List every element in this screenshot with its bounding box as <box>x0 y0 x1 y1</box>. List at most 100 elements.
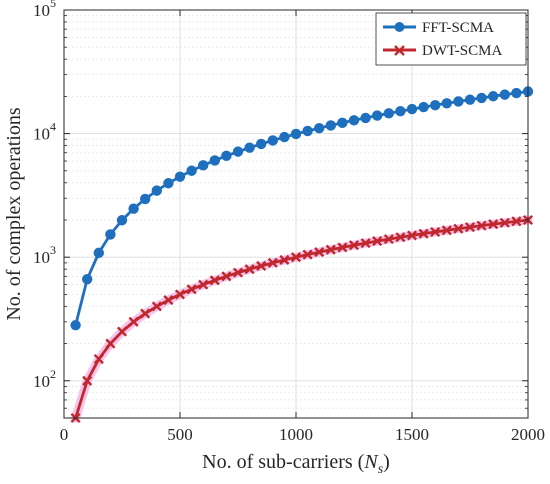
point-dwt-scma <box>279 254 290 265</box>
point-dwt-scma <box>372 236 383 247</box>
point-dwt-scma <box>93 353 104 365</box>
point-fft-scma <box>395 105 406 117</box>
legend-marker-fft-scma <box>394 22 405 32</box>
point-fft-scma <box>337 117 348 128</box>
point-fft-scma <box>116 215 128 226</box>
point-fft-scma <box>244 142 255 153</box>
legend-box <box>375 12 527 66</box>
point-dwt-scma <box>186 284 197 295</box>
point-dwt-scma <box>476 220 487 231</box>
point-fft-scma <box>70 319 81 331</box>
point-dwt-scma <box>314 247 325 258</box>
point-fft-scma <box>163 178 174 189</box>
point-dwt-scma <box>453 223 464 234</box>
y-axis-title: No. of complex operations <box>3 107 25 320</box>
point-dwt-scma <box>418 228 429 239</box>
point-dwt-scma <box>174 289 186 300</box>
point-fft-scma <box>325 120 336 131</box>
point-dwt-scma <box>441 225 452 236</box>
point-fft-scma <box>488 91 499 102</box>
point-fft-scma <box>383 108 394 119</box>
point-fft-scma <box>279 131 290 143</box>
point-dwt-scma <box>406 230 418 241</box>
grid <box>64 9 528 418</box>
point-dwt-scma <box>395 232 406 243</box>
point-dwt-scma <box>430 226 441 238</box>
point-fft-scma <box>464 94 476 105</box>
point-dwt-scma <box>140 308 151 319</box>
point-dwt-scma <box>499 217 510 228</box>
legend-label-fft-scma: FFT-SCMA <box>422 20 494 36</box>
x-tick-label: 1500 <box>395 425 429 444</box>
point-dwt-scma <box>209 275 220 286</box>
y-tick-label: 105 <box>33 0 56 20</box>
point-fft-scma <box>221 150 232 162</box>
series-highlight-dwt-scma <box>71 215 533 423</box>
point-dwt-scma <box>116 326 128 337</box>
point-dwt-scma <box>337 242 348 253</box>
point-fft-scma <box>82 273 93 285</box>
point-fft-scma <box>418 101 429 113</box>
point-fft-scma <box>290 128 302 140</box>
y-tick-label: 102 <box>33 367 56 391</box>
point-dwt-scma <box>488 219 499 230</box>
point-fft-scma <box>360 112 371 124</box>
series-layer <box>70 86 534 424</box>
point-fft-scma <box>302 125 313 137</box>
point-fft-scma <box>372 110 383 121</box>
x-axis-title-close: ) <box>383 451 390 473</box>
x-tick-label: 500 <box>167 425 193 444</box>
y-tick-label: 103 <box>33 243 56 267</box>
point-dwt-scma <box>325 244 336 255</box>
y-tick-label: 104 <box>33 120 56 144</box>
point-dwt-scma <box>348 240 360 251</box>
y-tick-label-exponent: 3 <box>50 243 56 257</box>
point-dwt-scma <box>244 264 255 275</box>
point-fft-scma <box>209 155 220 166</box>
point-fft-scma <box>151 185 162 196</box>
y-tick-label-exponent: 4 <box>50 120 56 134</box>
point-dwt-scma <box>232 267 244 278</box>
x-axis-title: No. of sub-carriers (Ns) <box>202 451 390 477</box>
point-fft-scma <box>348 115 360 126</box>
series-line-dwt-scma <box>74 218 529 419</box>
series-line-fft-scma <box>74 90 529 326</box>
x-axis-title-text: No. of sub-carriers ( <box>202 451 364 473</box>
point-fft-scma <box>406 103 418 115</box>
y-tick-label-exponent: 2 <box>50 367 56 381</box>
x-tick-label: 0 <box>60 425 69 444</box>
point-dwt-scma <box>464 222 476 233</box>
point-dwt-scma <box>82 375 93 386</box>
y-tick-label-base: 10 <box>33 1 50 20</box>
point-dwt-scma <box>221 271 232 282</box>
point-dwt-scma <box>151 301 162 312</box>
x-axis-title-subscript: s <box>378 462 384 477</box>
point-fft-scma <box>314 122 325 134</box>
point-dwt-scma <box>290 252 302 263</box>
point-fft-scma <box>198 160 209 171</box>
x-tick-label: 2000 <box>511 425 545 444</box>
point-fft-scma <box>128 203 139 214</box>
point-dwt-scma <box>302 249 313 260</box>
point-fft-scma <box>267 135 278 146</box>
point-fft-scma <box>186 165 197 176</box>
point-dwt-scma <box>105 338 116 349</box>
legend-label-dwt-scma: DWT-SCMA <box>422 43 502 59</box>
y-tick-label-exponent: 5 <box>50 0 56 10</box>
point-fft-scma <box>441 98 452 109</box>
point-dwt-scma <box>163 295 174 306</box>
y-tick-label-base: 10 <box>33 248 50 267</box>
point-fft-scma <box>511 87 522 99</box>
point-dwt-scma <box>256 260 267 271</box>
point-fft-scma <box>140 193 151 205</box>
point-dwt-scma <box>360 238 371 249</box>
point-dwt-scma <box>267 257 278 268</box>
point-fft-scma <box>430 99 441 111</box>
x-axis-title-variable: N <box>363 451 379 473</box>
point-fft-scma <box>105 229 116 240</box>
point-dwt-scma <box>128 316 139 327</box>
series-dwt-scma <box>70 214 534 424</box>
